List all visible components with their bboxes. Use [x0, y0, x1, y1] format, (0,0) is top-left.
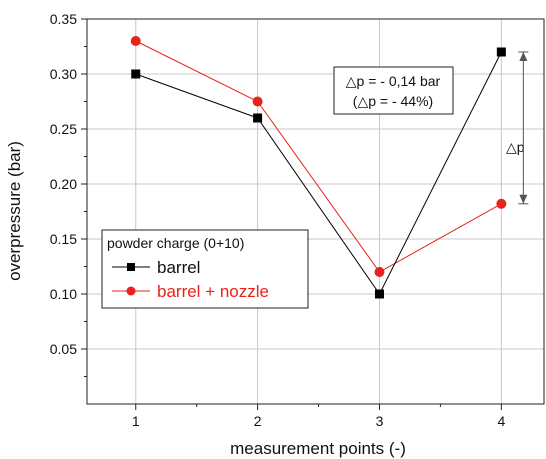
barrel-point: [253, 113, 263, 123]
legend-label-barrel-nozzle: barrel + nozzle: [157, 282, 269, 301]
delta-bracket: △p: [506, 51, 529, 205]
tick-labels: 1 2 3 4 0.05 0.10 0.15 0.20 0.25 0.30 0.35: [50, 11, 506, 429]
annotation-box: [333, 66, 454, 115]
x-tick-label: 3: [376, 413, 384, 429]
legend-label-barrel: barrel: [157, 258, 200, 277]
series-line-barrel: [135, 51, 502, 295]
series-layer: [130, 36, 507, 299]
legend-marker-barrel-nozzle: [126, 286, 136, 296]
y-tick-label: 0.30: [50, 66, 77, 82]
barrel-point: [496, 47, 506, 57]
x-tick-label: 4: [497, 413, 505, 429]
annotation-line-1: △p = - 0,14 bar: [346, 73, 441, 89]
barrel-point: [131, 69, 141, 79]
delta-annotation-box: △p = - 0,14 bar (△p = - 44%): [333, 66, 454, 115]
barrel-point: [374, 289, 384, 299]
x-tick-label: 2: [254, 413, 262, 429]
plot-frame: [86, 18, 545, 405]
axis-ticks: [81, 18, 502, 410]
barrel-nozzle-point: [374, 267, 385, 277]
delta-arrow-up-icon: [519, 52, 528, 61]
barrel-nozzle-point: [252, 96, 263, 107]
legend-box: [101, 229, 309, 309]
y-tick-label: 0.25: [50, 121, 77, 137]
legend: powder charge (0+10) barrel barrel + noz…: [101, 229, 309, 309]
legend-marker-barrel: [127, 263, 135, 271]
y-tick-label: 0.05: [50, 341, 77, 357]
y-tick-label: 0.15: [50, 231, 77, 247]
delta-label: △p: [506, 139, 525, 155]
grid: [87, 19, 544, 404]
y-tick-label: 0.35: [50, 11, 77, 27]
barrel-nozzle-point: [130, 36, 141, 46]
series-line-barrel-nozzle: [135, 40, 502, 273]
x-tick-label: 1: [132, 413, 140, 429]
x-axis-title: measurement points (-): [230, 439, 406, 458]
y-axis-title: overpressure (bar): [5, 141, 24, 281]
y-tick-label: 0.20: [50, 176, 77, 192]
annotation-line-2: (△p = - 44%): [353, 93, 433, 109]
delta-arrow-down-icon: [519, 194, 528, 204]
y-tick-label: 0.10: [50, 286, 77, 302]
legend-title: powder charge (0+10): [107, 235, 244, 251]
barrel-nozzle-point: [496, 198, 507, 209]
